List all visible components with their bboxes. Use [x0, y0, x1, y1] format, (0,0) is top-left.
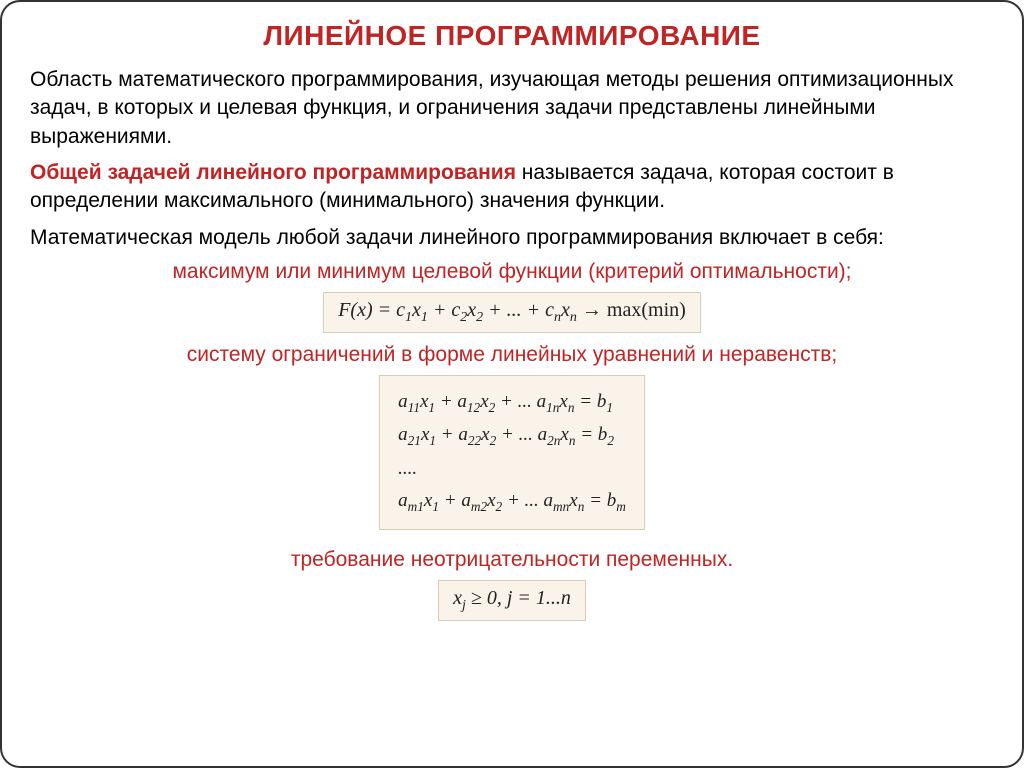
- formula-nonneg-wrap: xj ≥ 0, j = 1...n: [30, 580, 994, 621]
- formula-objective: F(x) = c1x1 + c2x2 + ... + cnxn → max(mi…: [323, 292, 701, 333]
- point-constraints: систему ограничений в форме линейных ура…: [30, 343, 994, 367]
- general-problem-paragraph: Общей задачей линейного программирования…: [30, 159, 994, 216]
- definition-paragraph: Область математического программирования…: [30, 66, 994, 151]
- slide-frame: ЛИНЕЙНОЕ ПРОГРАММИРОВАНИЕ Область матема…: [0, 0, 1024, 768]
- model-intro-paragraph: Математическая модель любой задачи линей…: [30, 224, 994, 252]
- formula-constraints-wrap: a11x1 + a12x2 + ... a1nxn = b1a21x1 + a2…: [30, 375, 994, 529]
- formula-nonneg: xj ≥ 0, j = 1...n: [438, 580, 586, 621]
- formula-objective-wrap: F(x) = c1x1 + c2x2 + ... + cnxn → max(mi…: [30, 292, 994, 333]
- point-nonneg: требование неотрицательности переменных.: [30, 548, 994, 572]
- formula-constraints: a11x1 + a12x2 + ... a1nxn = b1a21x1 + a2…: [379, 375, 645, 529]
- general-problem-lead: Общей задачей линейного программирования: [30, 161, 516, 184]
- point-objective: максимум или минимум целевой функции (кр…: [30, 260, 994, 284]
- slide-title: ЛИНЕЙНОЕ ПРОГРАММИРОВАНИЕ: [30, 20, 994, 52]
